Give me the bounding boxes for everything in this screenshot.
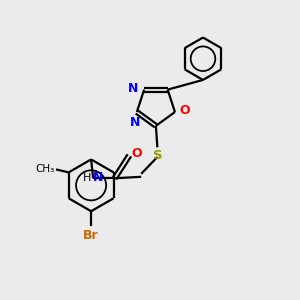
Text: S: S (152, 149, 162, 162)
Text: Br: Br (83, 229, 99, 242)
Text: N: N (128, 82, 138, 95)
Text: O: O (132, 147, 142, 160)
Text: O: O (179, 104, 190, 117)
Text: N: N (130, 116, 141, 129)
Text: N: N (93, 171, 103, 184)
Text: CH₃: CH₃ (36, 164, 55, 174)
Text: H: H (83, 173, 92, 183)
